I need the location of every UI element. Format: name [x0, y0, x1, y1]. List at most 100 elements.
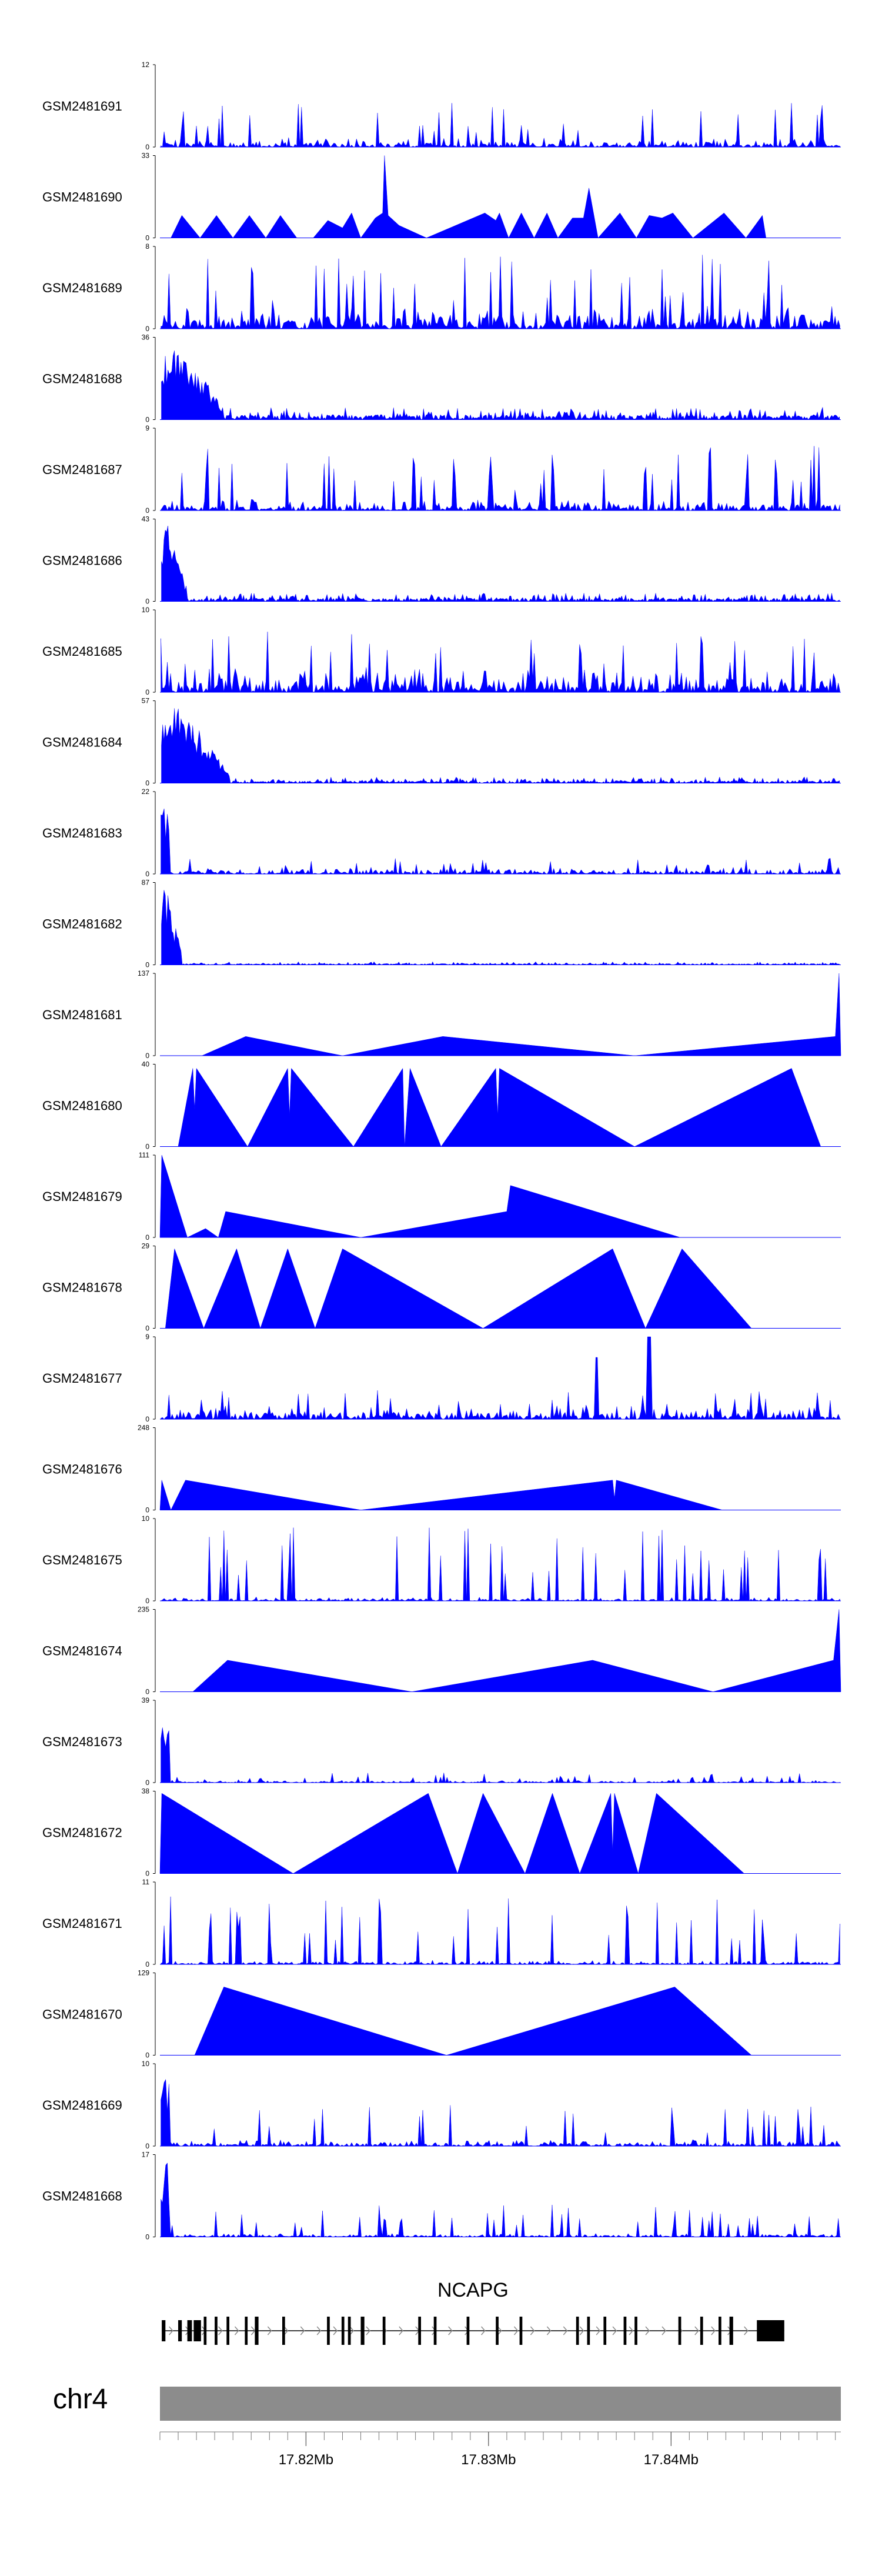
track-label: GSM2481677 [42, 1371, 122, 1386]
coverage-area [161, 2163, 840, 2238]
coverage-area [192, 1609, 841, 1692]
track-label: GSM2481683 [42, 826, 122, 840]
coverage-area [161, 351, 840, 421]
track-label: GSM2481689 [42, 281, 122, 295]
gene-exon [341, 2317, 345, 2345]
coverage-area [161, 2078, 840, 2147]
track-label: GSM2481670 [42, 2007, 122, 2022]
gene-exon [203, 2317, 207, 2345]
strand-arrow [694, 2326, 699, 2335]
strand-arrow [596, 2326, 601, 2335]
track-label: GSM2481690 [42, 190, 122, 205]
strand-arrow [579, 2326, 584, 2335]
ymax-label: 111 [139, 1151, 150, 1159]
ymax-label: 57 [142, 697, 150, 705]
chromosome-label: chr4 [53, 2384, 108, 2415]
ymin-label: 0 [145, 506, 149, 515]
coverage-area [161, 890, 840, 965]
strand-arrow [300, 2326, 305, 2335]
strand-arrow [629, 2326, 634, 2335]
ymax-label: 12 [142, 61, 150, 69]
ymax-label: 33 [142, 152, 150, 160]
gene-exon [418, 2317, 421, 2345]
ymax-label: 38 [142, 1787, 150, 1796]
strand-arrow [448, 2326, 453, 2335]
track-label: GSM2481680 [42, 1099, 122, 1113]
ymax-label: 9 [145, 424, 149, 432]
strand-arrow [267, 2326, 272, 2335]
ymin-label: 0 [145, 143, 149, 151]
coverage-area [161, 255, 840, 329]
track-GSM2481671: GSM2481671 11 0 [42, 1878, 841, 1968]
strand-arrow [513, 2326, 519, 2335]
gene-exon [719, 2317, 721, 2345]
gene-exon [757, 2320, 784, 2341]
gene-exon [729, 2317, 733, 2345]
ymin-label: 0 [145, 779, 149, 788]
ymin-label: 0 [145, 1052, 149, 1060]
strand-arrow [612, 2326, 617, 2335]
ymin-label: 0 [145, 2051, 149, 2060]
coverage-area [178, 1067, 821, 1147]
ymin-label: 0 [145, 2142, 149, 2150]
data-tracks: GSM2481691120GSM2481690330GSM248168980GS… [42, 61, 841, 2241]
ymin-label: 0 [145, 325, 149, 333]
track-GSM2481681: GSM2481681 137 0 [42, 969, 841, 1060]
ymax-label: 9 [145, 1333, 149, 1341]
track-GSM2481690: GSM2481690 33 0 [42, 152, 841, 242]
strand-arrow [744, 2326, 749, 2335]
gene-exon [433, 2317, 437, 2345]
track-label: GSM2481682 [42, 917, 122, 932]
track-GSM2481676: GSM2481676 248 0 [42, 1424, 841, 1514]
track-label: GSM2481687 [42, 462, 122, 477]
gene-exon [634, 2317, 637, 2345]
gene-exon [187, 2320, 192, 2341]
gene-track: NCAPG [162, 2279, 784, 2345]
ymax-label: 10 [142, 2060, 150, 2068]
coverage-area [161, 708, 840, 784]
coverage-area [161, 809, 840, 875]
gene-exon [587, 2317, 590, 2345]
strand-arrow [497, 2326, 502, 2335]
strand-arrow [333, 2326, 338, 2335]
track-label: GSM2481675 [42, 1553, 122, 1567]
coverage-area [159, 1154, 680, 1238]
gene-exon [255, 2317, 259, 2345]
gene-exon [162, 2320, 166, 2341]
track-label: GSM2481672 [42, 1826, 122, 1840]
ymax-label: 8 [145, 242, 149, 251]
track-label: GSM2481691 [42, 99, 122, 114]
track-GSM2481677: GSM2481677 9 0 [42, 1333, 841, 1423]
axis-tick-label: 17.82Mb [279, 2452, 333, 2468]
strand-arrow [481, 2326, 486, 2335]
track-GSM2481687: GSM2481687 9 0 [42, 424, 841, 515]
track-label: GSM2481686 [42, 553, 122, 568]
strand-arrow [283, 2326, 289, 2335]
strand-arrow [546, 2326, 552, 2335]
ymin-label: 0 [145, 2233, 149, 2241]
coverage-area [194, 1987, 752, 2056]
gene-exon [178, 2320, 182, 2341]
ymin-label: 0 [145, 1597, 149, 1605]
chromosome-ideogram: chr4 [53, 2384, 841, 2421]
strand-arrow [530, 2326, 535, 2335]
strand-arrow [218, 2326, 223, 2335]
ymax-label: 22 [142, 788, 150, 796]
coverage-area [171, 155, 766, 239]
ymin-label: 0 [145, 416, 149, 424]
track-GSM2481674: GSM2481674 235 0 [42, 1606, 841, 1696]
ymax-label: 129 [138, 1969, 149, 1977]
strand-arrow [366, 2326, 370, 2335]
gene-exon [327, 2317, 330, 2345]
ymax-label: 29 [142, 1242, 150, 1250]
track-GSM2481686: GSM2481686 43 0 [42, 515, 841, 606]
track-GSM2481684: GSM2481684 57 0 [42, 697, 841, 788]
track-label: GSM2481678 [42, 1280, 122, 1295]
gene-exon [226, 2317, 229, 2345]
ymin-label: 0 [145, 1506, 149, 1514]
coverage-area [161, 526, 840, 602]
gene-exon [360, 2317, 365, 2345]
ymin-label: 0 [145, 1233, 149, 1242]
coverage-area [165, 1248, 752, 1329]
